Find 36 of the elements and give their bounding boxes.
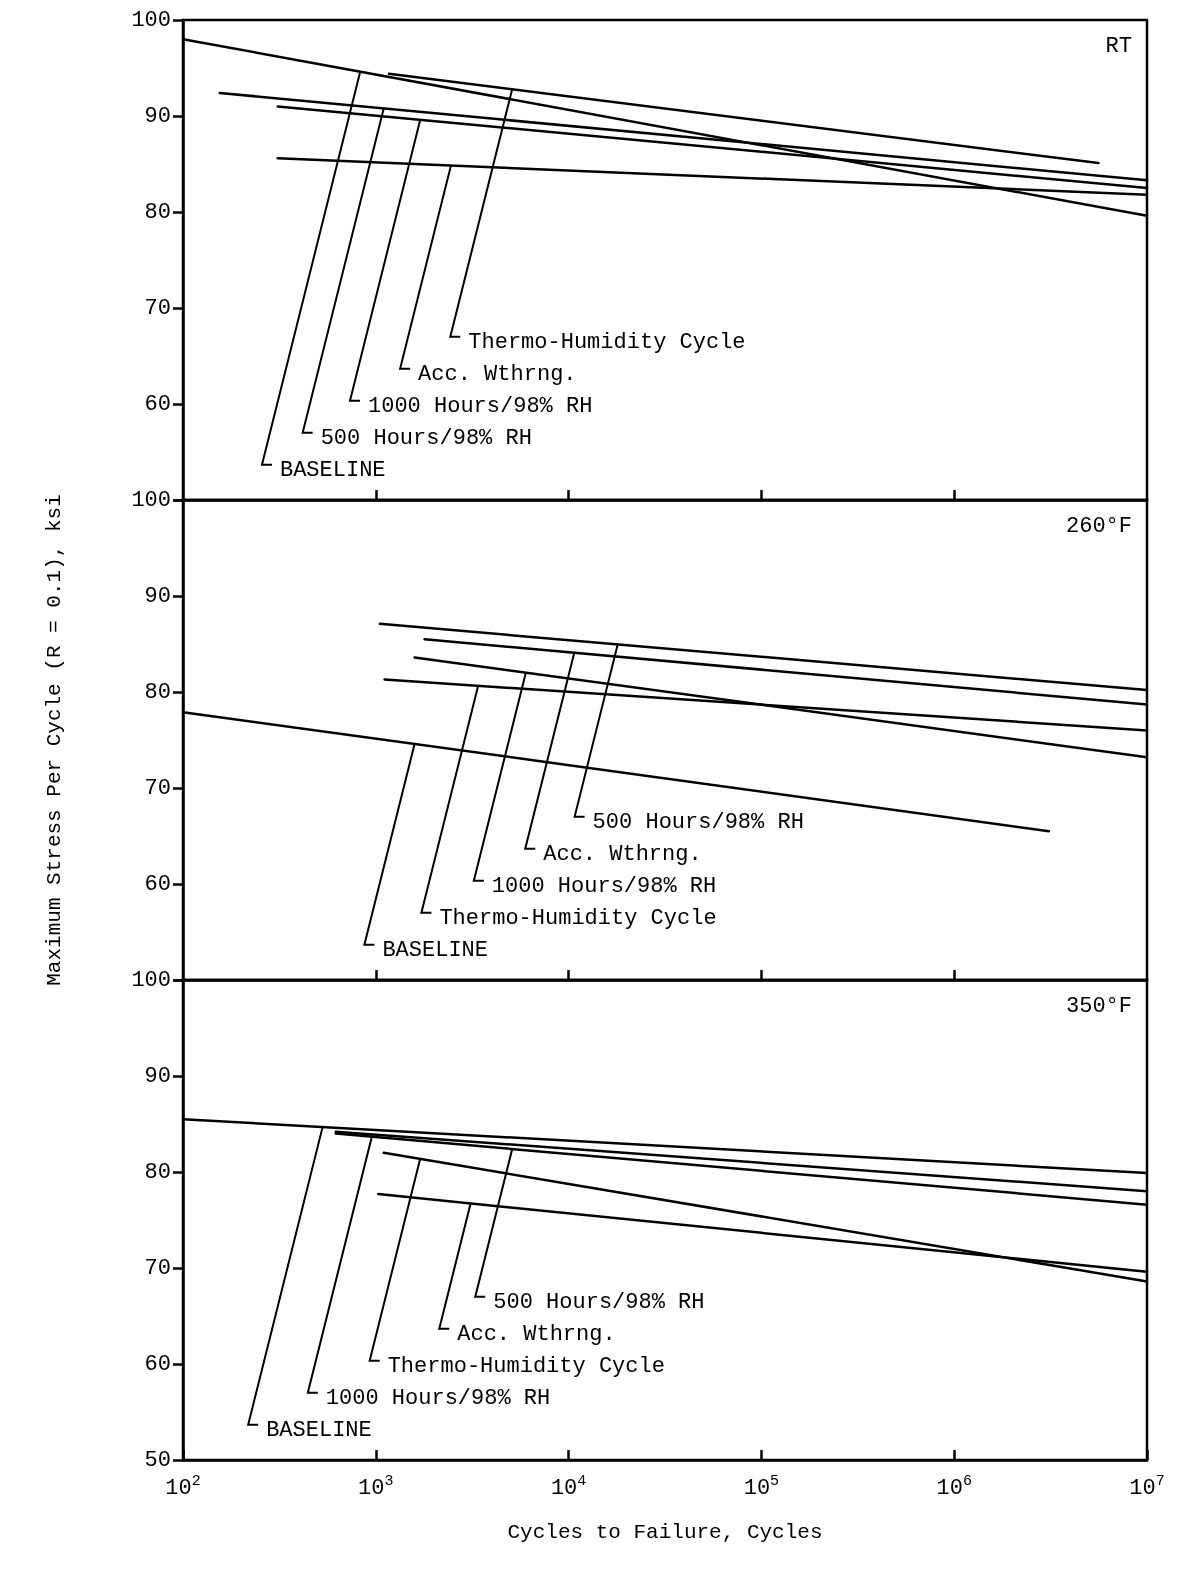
y-tick-label: 100 xyxy=(131,7,171,33)
y-axis-title: Maximum Stress Per Cycle (R = 0.1), ksi xyxy=(43,494,66,986)
annotation: Thermo-Humidity Cycle xyxy=(439,906,717,932)
y-tick-label: 80 xyxy=(144,199,171,225)
y-tick-label: 90 xyxy=(144,1063,171,1089)
text: RT xyxy=(1105,33,1132,59)
y-tick-label: 100 xyxy=(131,487,171,513)
text: 350°F xyxy=(1065,993,1132,1019)
annotation: Thermo-Humidity Cycle xyxy=(387,1354,665,1380)
annotation: 500 Hours/98% RH xyxy=(320,426,532,452)
y-tick-label: 70 xyxy=(144,775,171,801)
y-tick-label: 90 xyxy=(144,583,171,609)
annotation: Thermo-Humidity Cycle xyxy=(468,330,746,356)
y-tick-label: 80 xyxy=(144,1159,171,1185)
y-tick-label: 60 xyxy=(144,1351,171,1377)
x-axis-title: Cycles to Failure, Cycles xyxy=(507,1521,823,1544)
annotation: 1000 Hours/98% RH xyxy=(491,874,717,900)
annotation: BASELINE xyxy=(382,938,489,964)
y-tick-label: 50 xyxy=(144,1447,171,1473)
y-tick-label: 80 xyxy=(144,679,171,705)
y-tick-label: 70 xyxy=(144,295,171,321)
annotation: Acc. Wthrng. xyxy=(457,1322,616,1348)
y-tick-label: 90 xyxy=(144,103,171,129)
annotation: 1000 Hours/98% RH xyxy=(325,1386,551,1412)
y-tick-label: 60 xyxy=(144,391,171,417)
text: 260°F xyxy=(1065,513,1132,539)
annotation: 500 Hours/98% RH xyxy=(493,1290,705,1316)
y-tick-label: 70 xyxy=(144,1255,171,1281)
y-tick-label: 60 xyxy=(144,871,171,897)
annotation: Acc. Wthrng. xyxy=(543,842,702,868)
annotation: 500 Hours/98% RH xyxy=(592,810,804,836)
annotation: BASELINE xyxy=(279,458,386,484)
y-tick-label: 100 xyxy=(131,967,171,993)
annotation: BASELINE xyxy=(266,1418,372,1444)
annotation: 1000 Hours/98% RH xyxy=(367,394,593,420)
annotation: Acc. Wthrng. xyxy=(418,362,577,388)
